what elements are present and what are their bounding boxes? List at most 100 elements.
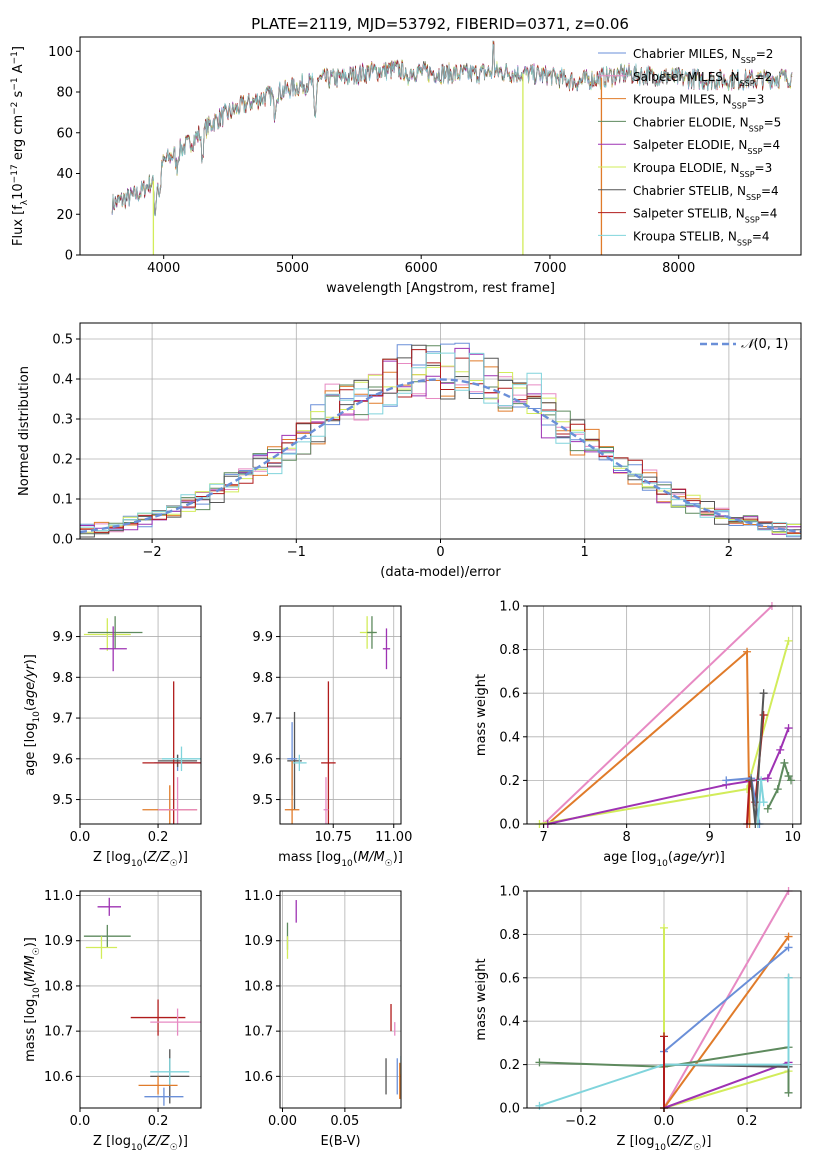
weight-marker [759,689,768,698]
y-tick-label: 80 [56,86,73,101]
weight-line [539,1046,790,1093]
y-tick-label: 0.4 [499,1015,520,1030]
spectrum-panel: 4000 5000 6000 7000 8000 0 20 40 60 80 100 waveleng… [10,36,802,296]
mass-vs-metallicity-panel: 0.0 0.2 10.6 10.7 10.8 10.9 11.0 Z [log10(Z/Z☉)… [23,889,202,1153]
weight-marker [773,785,782,794]
x-axis-label: (data-model)/error [380,565,501,580]
y-tick-label: 0 [65,249,73,264]
axes-frame [279,890,402,1109]
y-tick-label: 0.2 [499,1058,520,1073]
y-tick-label: 10.7 [44,1025,73,1040]
weight-marker [763,774,772,783]
x-tick-label: −1 [287,545,306,560]
y-tick-label: 11.0 [44,889,73,904]
y-tick-label: 100 [48,45,73,60]
legend-label: Kroupa STELIB, NSSP=4 [633,229,770,247]
y-tick-label: 9.6 [52,752,73,767]
spectrum-line [111,43,793,216]
error-bars [286,900,401,1099]
weight-marker [660,923,668,932]
y-tick-label: 0.3 [52,413,73,428]
x-tick-label: 7000 [533,261,566,276]
y-tick-label: 9.9 [52,630,73,645]
mass-weight-vs-age-panel: 7 8 9 10 0.0 0.2 0.4 0.6 0.8 1.0 age [log10(age/yr… [474,600,802,869]
axes-frame [79,36,802,256]
weight-line [547,727,790,825]
y-tick-label: 0.5 [52,333,73,348]
y-tick-label: 1.0 [499,600,520,615]
y-tick-label: 60 [56,126,73,141]
y-tick-label: 20 [56,208,73,223]
y-tick-label: 0.0 [499,1102,520,1117]
x-tick-label: 0.2 [148,830,169,845]
x-tick-label: −2 [143,545,162,560]
y-axis-label: Flux [fλ10−17 erg cm−2 s−1 A−1] [10,46,30,246]
weight-marker [759,798,768,807]
y-tick-label: 9.5 [52,793,73,808]
x-axis-label: Z [log10(Z/Z☉)] [617,1134,712,1153]
legend-label: 𝒩(0, 1) [741,337,788,352]
axes-frame [79,890,202,1109]
weight-series [535,602,796,828]
weight-marker [660,1032,668,1041]
weight-marker [776,745,785,754]
mass-vs-ebv-panel: 0.00 0.05 10.6 10.7 10.8 10.9 11.0 E(B-V) [244,889,402,1149]
residuals-panel: −2 −1 0 1 2 0.0 0.1 0.2 0.3 0.4 0.5 (data-model)/er… [17,322,802,580]
error-bars [83,616,201,824]
weight-line [542,605,773,825]
y-tick-label: 10.7 [244,1025,273,1040]
weight-marker [743,647,752,656]
y-tick-label: 9.5 [252,793,273,808]
y-tick-label: 0.4 [52,373,73,388]
weight-marker [784,1088,793,1097]
weight-marker [784,772,793,781]
x-tick-label: 7 [539,830,547,845]
y-tick-label: 10.8 [244,979,273,994]
x-tick-label: 0.0 [654,1114,675,1129]
x-tick-label: 8000 [662,261,695,276]
spectrum-line [111,43,793,217]
y-axis-label: mass [log10(M/M☉)] [23,937,42,1062]
error-bars [284,616,391,824]
weight-line [539,977,790,1107]
y-tick-label: 0.1 [52,493,73,508]
x-tick-label: 10.75 [315,830,352,845]
x-tick-label: 9 [706,830,714,845]
y-tick-label: 0.6 [499,687,520,702]
y-tick-label: 0.0 [52,533,73,548]
legend-label: Salpeter ELODIE, NSSP=4 [633,138,780,156]
x-tick-label: 0.2 [148,1114,169,1129]
y-tick-label: 0.4 [499,730,520,745]
spectrum-legend: Chabrier MILES, NSSP=2 Salpeter MILES, NS… [598,47,781,247]
axes-frame [526,605,802,825]
weight-marker [787,776,796,785]
y-tick-label: 9.8 [252,671,273,686]
normal-reference-curve [80,378,801,534]
y-tick-label: 10.9 [244,934,273,949]
weight-marker [784,943,793,952]
legend-label: Chabrier ELODIE, NSSP=5 [633,115,781,132]
x-axis-label: wavelength [Angstrom, rest frame] [326,281,555,296]
y-axis-label: age [log10(age/yr)] [23,654,42,776]
axes-frame [79,605,202,825]
y-tick-label: 40 [56,167,73,182]
y-tick-label: 9.9 [252,630,273,645]
spectrum-lines [111,40,793,255]
weight-marker [784,973,793,982]
x-tick-label: 11.00 [375,830,412,845]
weight-line [663,1061,789,1109]
weight-line [663,946,790,1053]
weight-line [750,693,765,825]
y-axis-label: mass weight [474,674,489,756]
legend-label: Kroupa MILES, NSSP=3 [633,93,764,111]
weight-marker [780,758,789,767]
weight-marker [784,932,793,941]
weight-marker [747,776,756,785]
x-tick-label: 5000 [276,261,309,276]
x-axis-label: age [log10(age/yr)] [603,850,725,869]
weight-marker [535,1101,544,1110]
x-tick-label: 0.00 [268,1114,297,1129]
y-tick-label: 9.7 [52,712,73,727]
weight-marker [757,776,766,785]
weight-marker [763,804,772,813]
